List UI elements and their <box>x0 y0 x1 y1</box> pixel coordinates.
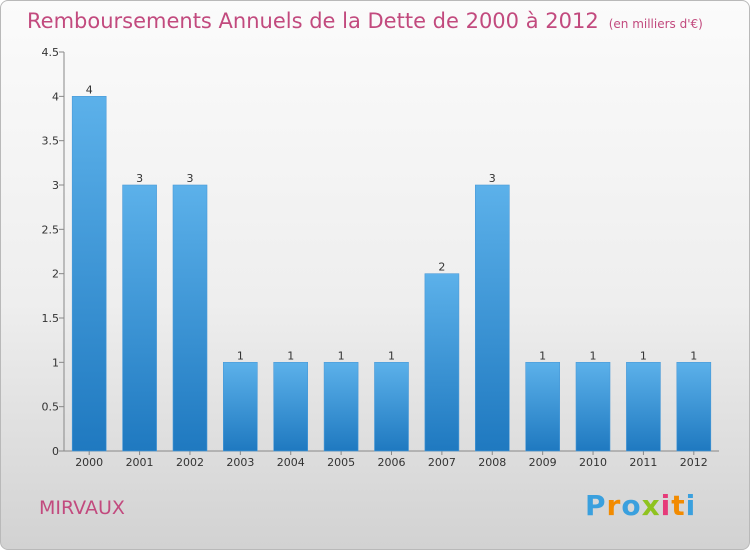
bar-2000 <box>71 96 107 452</box>
x-tick-label: 2002 <box>176 456 204 469</box>
y-tick-label: 1.5 <box>42 312 60 325</box>
x-tick-label: 2003 <box>226 456 254 469</box>
chart-title-text: Remboursements Annuels de la Dette de 20… <box>27 9 599 33</box>
x-tick-label: 2008 <box>478 456 506 469</box>
bar-2004 <box>273 361 309 452</box>
x-tick-label: 2006 <box>378 456 406 469</box>
bar-2003 <box>223 361 258 452</box>
data-label: 4 <box>86 83 93 96</box>
y-tick-label: 2.5 <box>42 223 60 236</box>
data-label: 1 <box>237 349 244 362</box>
data-label: 1 <box>388 349 395 362</box>
x-tick-label: 2009 <box>529 456 557 469</box>
chart-unit-note: (en milliers d'€) <box>608 17 703 31</box>
logo-letter: t <box>671 489 686 522</box>
x-tick-label: 2004 <box>277 456 305 469</box>
chart-title: Remboursements Annuels de la Dette de 20… <box>27 9 703 33</box>
logo-letter: x <box>641 489 661 522</box>
data-label: 1 <box>640 349 647 362</box>
bar-2011 <box>626 361 661 452</box>
bar-2009 <box>525 361 561 452</box>
y-tick-label: 4 <box>52 90 59 103</box>
x-tick-label: 2012 <box>680 456 708 469</box>
y-tick-label: 2 <box>52 268 59 281</box>
data-label: 1 <box>690 349 697 362</box>
logo-letter: i <box>660 489 672 522</box>
y-tick-label: 3.5 <box>42 135 60 148</box>
x-tick-label: 2000 <box>75 456 103 469</box>
bar-2002 <box>172 184 208 452</box>
y-tick-label: 3 <box>52 179 59 192</box>
data-label: 1 <box>287 349 294 362</box>
logo-letter: i <box>685 489 697 522</box>
bar-2001 <box>122 184 157 452</box>
y-tick-label: 1 <box>52 356 59 369</box>
logo-letter: r <box>606 489 622 522</box>
data-label: 1 <box>590 349 597 362</box>
bar-2008 <box>474 184 510 452</box>
data-label: 3 <box>186 172 193 185</box>
data-label: 3 <box>136 172 143 185</box>
x-tick-label: 2010 <box>579 456 607 469</box>
bar-2007 <box>424 273 460 452</box>
commune-name: MIRVAUX <box>39 497 125 519</box>
x-tick-label: 2011 <box>629 456 657 469</box>
x-tick-label: 2005 <box>327 456 355 469</box>
bar-2005 <box>323 361 359 452</box>
x-tick-label: 2007 <box>428 456 456 469</box>
data-label: 1 <box>539 349 546 362</box>
bar-2006 <box>374 361 409 452</box>
proxiti-logo: Proxiti <box>585 489 696 522</box>
data-label: 3 <box>489 172 496 185</box>
data-label: 1 <box>338 349 345 362</box>
y-tick-label: 0 <box>52 445 59 458</box>
bar-2012 <box>676 361 712 452</box>
data-label: 2 <box>438 261 445 274</box>
y-tick-label: 0.5 <box>42 401 60 414</box>
logo-letter: P <box>585 489 607 522</box>
bar-2010 <box>575 361 611 452</box>
x-tick-label: 2001 <box>126 456 154 469</box>
logo-letter: o <box>621 489 642 522</box>
y-tick-label: 4.5 <box>42 46 60 59</box>
